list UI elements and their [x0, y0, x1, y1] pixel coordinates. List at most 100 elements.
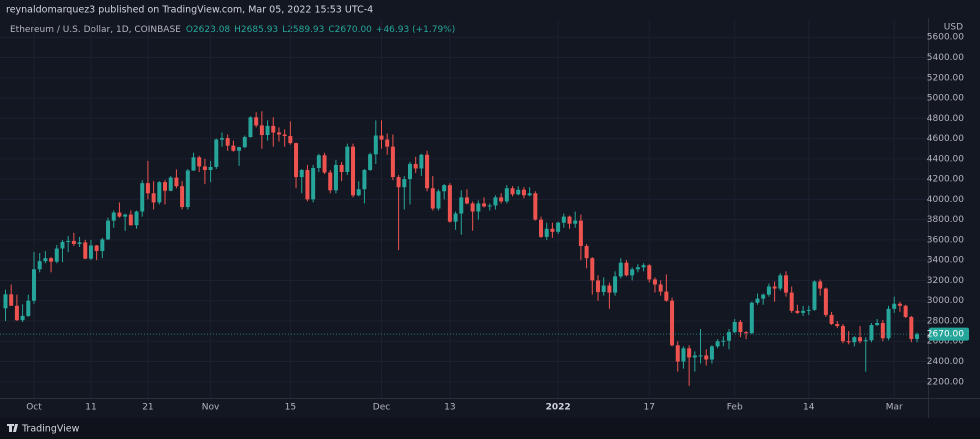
- y-tick-label: 3800.00: [927, 215, 964, 225]
- candle-body: [909, 316, 914, 339]
- candle-body: [345, 146, 350, 173]
- candle-body: [897, 303, 902, 306]
- candle-body: [123, 214, 128, 217]
- open: O2623.08: [186, 25, 231, 35]
- candle-body: [436, 191, 441, 209]
- candle-body: [681, 348, 686, 362]
- candle-body: [311, 167, 316, 200]
- candle-body: [630, 269, 635, 276]
- candle-body: [390, 146, 395, 178]
- candle-body: [168, 177, 173, 191]
- candle-body: [117, 212, 122, 217]
- candle-body: [863, 340, 868, 342]
- candle-body: [709, 346, 714, 360]
- candle-body: [276, 132, 281, 135]
- candle-body: [595, 280, 600, 293]
- candle-body: [368, 154, 373, 170]
- x-tick-label: Nov: [202, 403, 220, 413]
- candle-body: [71, 240, 76, 244]
- y-tick-label: 4000.00: [927, 195, 964, 205]
- candle-body: [430, 188, 435, 209]
- candle-body: [533, 193, 538, 220]
- candle-body: [818, 281, 823, 289]
- candle-body: [698, 355, 703, 357]
- candle-body: [556, 222, 561, 232]
- candle-body: [886, 308, 891, 339]
- x-tick-label: 21: [142, 403, 153, 413]
- candle-body: [362, 169, 367, 190]
- candle-body: [3, 294, 8, 309]
- candle-body: [783, 275, 788, 293]
- candle-body: [840, 326, 845, 342]
- candle-body: [527, 193, 532, 196]
- candle-body: [442, 185, 447, 192]
- candle-body: [772, 286, 777, 289]
- candle-body: [846, 341, 851, 343]
- y-tick-label: 5000.00: [927, 94, 964, 104]
- symbol: Ethereum / U.S. Dollar, 1D, COINBASE: [10, 25, 181, 35]
- candle-body: [903, 305, 908, 317]
- candle-body: [664, 291, 669, 301]
- candle-body: [333, 164, 338, 191]
- candle-body: [504, 188, 509, 202]
- candle-body: [738, 321, 743, 333]
- candle-body: [356, 189, 361, 196]
- footer: TradingView: [21, 424, 80, 435]
- candle-body: [447, 185, 452, 222]
- candle-body: [858, 337, 863, 342]
- candle-body: [715, 341, 720, 347]
- candle-body: [464, 197, 469, 204]
- x-tick-label: Dec: [373, 403, 390, 413]
- last-price-label: 2670.00: [927, 330, 964, 340]
- candle-body: [66, 240, 71, 242]
- candle-body: [379, 135, 384, 140]
- candle-body: [219, 138, 224, 140]
- x-tick-label: 15: [285, 403, 296, 413]
- candle-body: [288, 136, 293, 144]
- candle-body: [26, 300, 31, 316]
- candle-body: [254, 117, 259, 126]
- y-tick-label: 5200.00: [927, 73, 964, 83]
- candle-body: [539, 219, 544, 237]
- candle-body: [578, 220, 583, 246]
- x-tick-label: Oct: [26, 403, 42, 413]
- candle-body: [265, 125, 270, 136]
- candle-body: [20, 315, 25, 321]
- candle-body: [727, 332, 732, 341]
- candle-body: [191, 157, 196, 171]
- candle-body: [157, 182, 162, 203]
- y-tick-label: 3600.00: [927, 235, 964, 245]
- x-tick-label: 2022: [546, 403, 571, 413]
- footer-bar: [0, 418, 980, 439]
- candle-body: [459, 197, 464, 214]
- y-tick-label: 4800.00: [927, 114, 964, 124]
- candle-body: [789, 292, 794, 311]
- candle-body: [687, 348, 692, 358]
- candle-body: [43, 258, 48, 262]
- candle-body: [613, 276, 618, 293]
- candle-body: [761, 294, 766, 299]
- logo: [7, 424, 18, 432]
- change: +46.93 (+1.79%): [376, 25, 455, 35]
- candle-body: [88, 245, 93, 259]
- candle-body: [145, 183, 150, 194]
- candle-body: [652, 279, 657, 285]
- y-tick-label: 4600.00: [927, 134, 964, 144]
- candle-body: [316, 155, 321, 168]
- candle-body: [482, 203, 487, 207]
- candle-body: [567, 216, 572, 224]
- y-tick-label: 2400.00: [927, 357, 964, 367]
- x-tick-label: Feb: [727, 403, 743, 413]
- candle-body: [601, 285, 606, 293]
- candle-body: [83, 242, 88, 259]
- candle-body: [647, 265, 652, 280]
- candle-body: [795, 310, 800, 313]
- candle-body: [174, 177, 179, 187]
- x-tick-label: Mar: [886, 403, 903, 413]
- logo-mark: [7, 424, 18, 432]
- candle-body: [328, 172, 333, 191]
- candle-body: [9, 294, 14, 306]
- y-tick-label: 3400.00: [927, 256, 964, 266]
- x-tick-label: 11: [85, 403, 96, 413]
- candle-body: [641, 265, 646, 268]
